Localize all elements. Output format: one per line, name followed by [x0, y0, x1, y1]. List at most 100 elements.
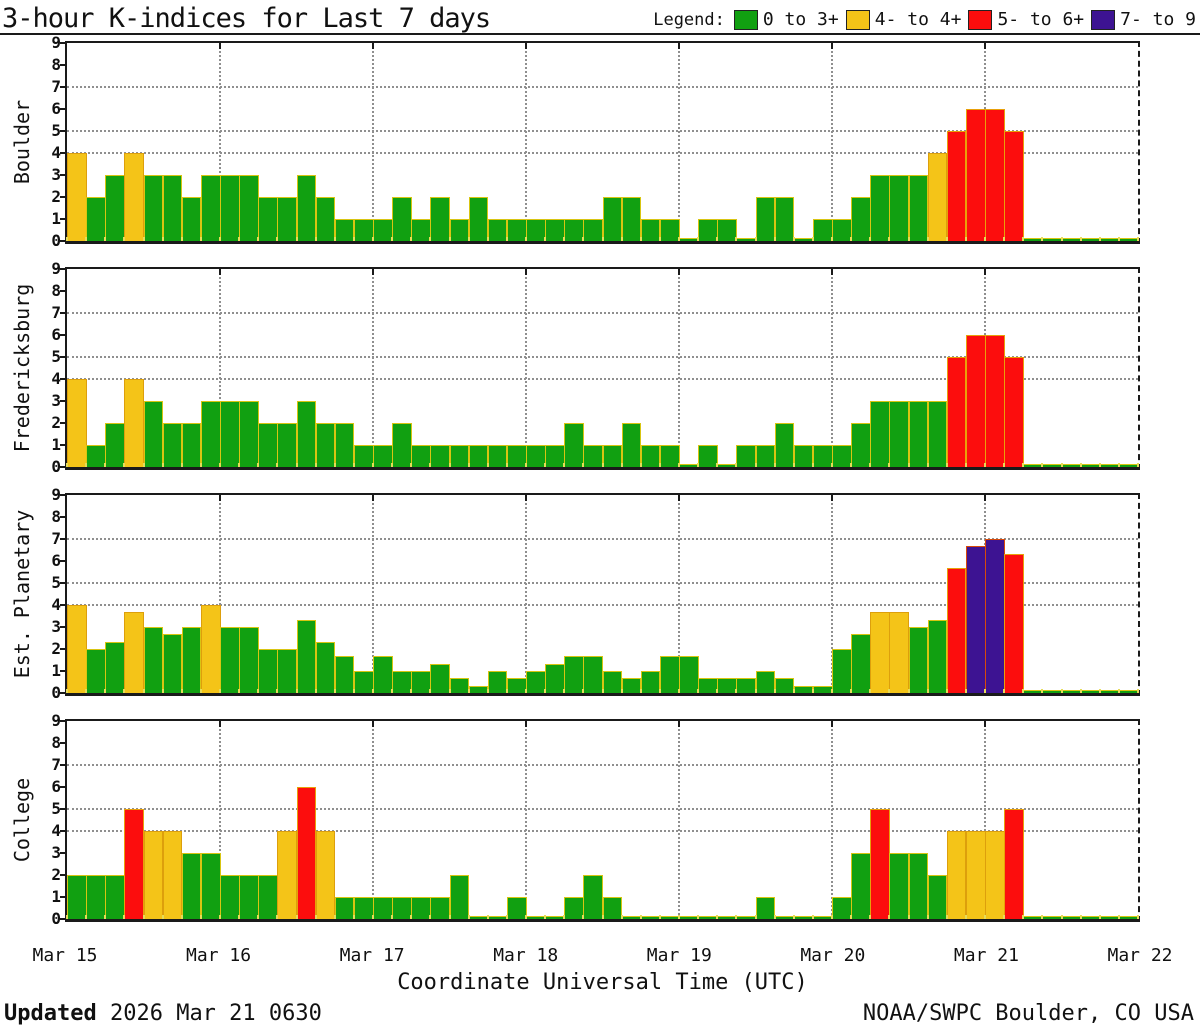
- hour-tick: [544, 915, 547, 919]
- hour-tick: [276, 689, 279, 693]
- k-bar: [1023, 464, 1043, 467]
- hour-tick: [811, 689, 814, 693]
- k-bar: [774, 678, 795, 693]
- y-tick-label: 6: [51, 99, 61, 118]
- k-bar: [717, 219, 737, 241]
- hour-tick: [850, 237, 853, 241]
- legend-item-label: 5- to 6+: [997, 9, 1085, 30]
- k-bar: [698, 916, 718, 919]
- k-bar: [277, 831, 297, 919]
- day-tick: [219, 495, 221, 501]
- y-tick-label: 7: [51, 77, 61, 96]
- y-tick-mark: [60, 196, 65, 198]
- y-tick-label: 5: [51, 121, 61, 140]
- hour-tick: [639, 463, 642, 467]
- k-bar: [851, 197, 871, 241]
- hour-tick: [161, 237, 164, 241]
- hour-tick: [238, 237, 241, 241]
- y-tick-label: 4: [51, 369, 61, 388]
- hour-tick: [180, 915, 183, 919]
- k-bar: [545, 663, 565, 693]
- gridline-day: [525, 269, 527, 467]
- k-bar: [181, 197, 202, 241]
- k-bar: [965, 109, 986, 241]
- gridline-h: [67, 808, 1138, 810]
- hour-tick: [448, 237, 451, 241]
- k-bar: [392, 671, 412, 693]
- k-bar: [67, 875, 87, 919]
- k-bar: [545, 916, 565, 919]
- hour-tick: [142, 237, 145, 241]
- hour-tick: [352, 463, 355, 467]
- k-bar: [526, 219, 546, 241]
- k-bar: [1118, 916, 1139, 919]
- y-tick-label: 8: [51, 281, 61, 300]
- k-bar: [927, 875, 948, 919]
- y-tick-mark: [60, 918, 65, 920]
- k-bar: [679, 464, 699, 467]
- k-bar: [468, 916, 489, 919]
- hour-tick: [123, 237, 126, 241]
- hour-tick: [372, 237, 374, 241]
- hour-tick: [792, 915, 795, 919]
- day-tick: [831, 269, 833, 275]
- x-date-label: Mar 15: [32, 945, 98, 966]
- hour-tick: [544, 237, 547, 241]
- k-bar: [832, 219, 852, 241]
- day-tick: [984, 269, 986, 275]
- y-tick-label: 8: [51, 55, 61, 74]
- hour-tick: [525, 915, 527, 919]
- hour-tick: [1079, 463, 1082, 467]
- k-bar: [1042, 238, 1062, 241]
- k-bar: [334, 423, 355, 467]
- hour-tick: [754, 237, 757, 241]
- hour-tick: [811, 463, 814, 467]
- k-bar: [1080, 690, 1101, 693]
- y-tick-mark: [60, 808, 65, 810]
- y-tick-mark: [60, 312, 65, 314]
- k-bar: [411, 897, 431, 919]
- hour-tick: [754, 689, 757, 693]
- hour-tick: [1137, 463, 1139, 467]
- hour-tick: [161, 915, 164, 919]
- hour-tick: [945, 689, 948, 693]
- k-bar: [392, 423, 412, 467]
- hour-tick: [907, 689, 910, 693]
- k-bar: [1023, 238, 1043, 241]
- k-bar: [602, 445, 623, 467]
- x-date-label: Mar 17: [339, 945, 405, 966]
- hour-tick: [314, 915, 317, 919]
- hour-tick: [314, 237, 317, 241]
- hour-tick: [601, 915, 604, 919]
- gridline-h: [67, 356, 1138, 358]
- k-bar: [277, 649, 297, 693]
- k-bar: [1118, 690, 1139, 693]
- x-date-label: Mar 16: [186, 945, 252, 966]
- k-bar: [506, 897, 527, 919]
- day-tick: [984, 721, 986, 727]
- hour-tick: [735, 237, 738, 241]
- hour-tick: [410, 237, 413, 241]
- k-bar: [851, 853, 871, 919]
- hour-tick: [104, 915, 107, 919]
- k-bar: [526, 445, 546, 467]
- hour-tick: [199, 237, 202, 241]
- hour-tick: [697, 915, 700, 919]
- y-tick-mark: [60, 538, 65, 540]
- k-bar: [1061, 464, 1082, 467]
- y-tick-mark: [60, 874, 65, 876]
- y-tick-mark: [60, 466, 65, 468]
- hour-tick: [773, 237, 776, 241]
- hour-tick: [1022, 689, 1025, 693]
- y-tick-label: 7: [51, 755, 61, 774]
- y-tick-label: 8: [51, 507, 61, 526]
- hour-tick: [1060, 237, 1063, 241]
- hour-tick: [792, 689, 795, 693]
- y-tick-mark: [60, 830, 65, 832]
- hour-tick: [1003, 689, 1006, 693]
- k-bar: [105, 175, 125, 241]
- k-bar: [812, 685, 833, 693]
- hour-tick: [964, 915, 967, 919]
- k-bar: [373, 445, 393, 467]
- day-tick: [525, 495, 527, 501]
